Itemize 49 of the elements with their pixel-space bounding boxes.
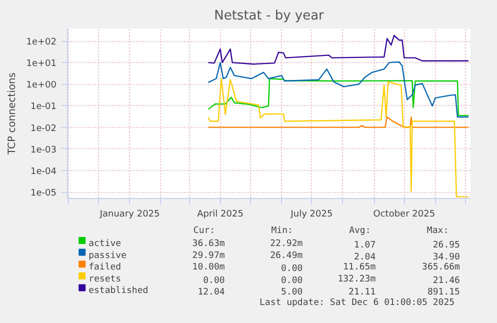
y-tick-label: 1e-01 — [30, 102, 57, 112]
text: 0.00 — [280, 276, 303, 286]
legend-label: passive — [88, 250, 127, 261]
y-tick-label: 1e-02 — [30, 124, 57, 134]
text: 10.00m — [192, 262, 225, 273]
text: Max: — [426, 226, 449, 236]
line-series — [208, 78, 470, 198]
y-tick-label: 1e+02 — [26, 38, 57, 48]
text: 2.04 — [354, 252, 376, 262]
text: 0.00 — [280, 264, 303, 274]
legend-label: active — [88, 239, 122, 249]
text: 11.65m — [343, 262, 376, 273]
text: 5.00 — [280, 288, 303, 298]
text: 1.07 — [354, 240, 376, 250]
chart-title: Netstat - by year — [214, 8, 325, 24]
x-tick-label: July 2025 — [290, 210, 333, 220]
line-series — [208, 116, 470, 128]
text: 0.00 — [203, 276, 225, 286]
y-tick-label: 1e-03 — [30, 145, 57, 156]
y-tick-label: 1e+00 — [26, 80, 57, 91]
line-series — [208, 78, 470, 116]
y-tick-label: 1e-05 — [30, 188, 57, 199]
text: 132.23m — [338, 274, 376, 284]
text: 891.15 — [427, 288, 460, 298]
text: Last update: Sat Dec 6 01:00:05 2025 — [259, 298, 455, 308]
text: Avg: — [349, 226, 371, 236]
text: Cur: — [193, 226, 216, 236]
text: 365.66m — [422, 262, 460, 273]
text: 29.97m — [192, 250, 225, 261]
text: 34.90 — [432, 252, 460, 262]
text: Min: — [271, 226, 293, 236]
text: 12.04 — [198, 288, 225, 298]
y-tick-label: 1e+01 — [26, 59, 57, 70]
line-series — [208, 61, 470, 118]
text: 26.49m — [270, 250, 303, 261]
text: 21.11 — [348, 288, 376, 298]
y-axis-title: TCP connections — [7, 72, 18, 156]
x-tick-label: October 2025 — [373, 210, 436, 220]
legend-label: established — [88, 286, 148, 296]
line-series — [208, 34, 470, 65]
text: 36.63m — [192, 239, 225, 249]
legend-label: resets — [88, 274, 122, 284]
x-tick-label: January 2025 — [98, 210, 160, 220]
text: 22.92m — [270, 239, 303, 249]
text: 21.46 — [432, 276, 460, 286]
x-tick-label: April 2025 — [197, 210, 244, 220]
y-tick-label: 1e-04 — [30, 166, 57, 177]
legend-label: failed — [88, 262, 122, 273]
text: 26.95 — [432, 240, 460, 250]
